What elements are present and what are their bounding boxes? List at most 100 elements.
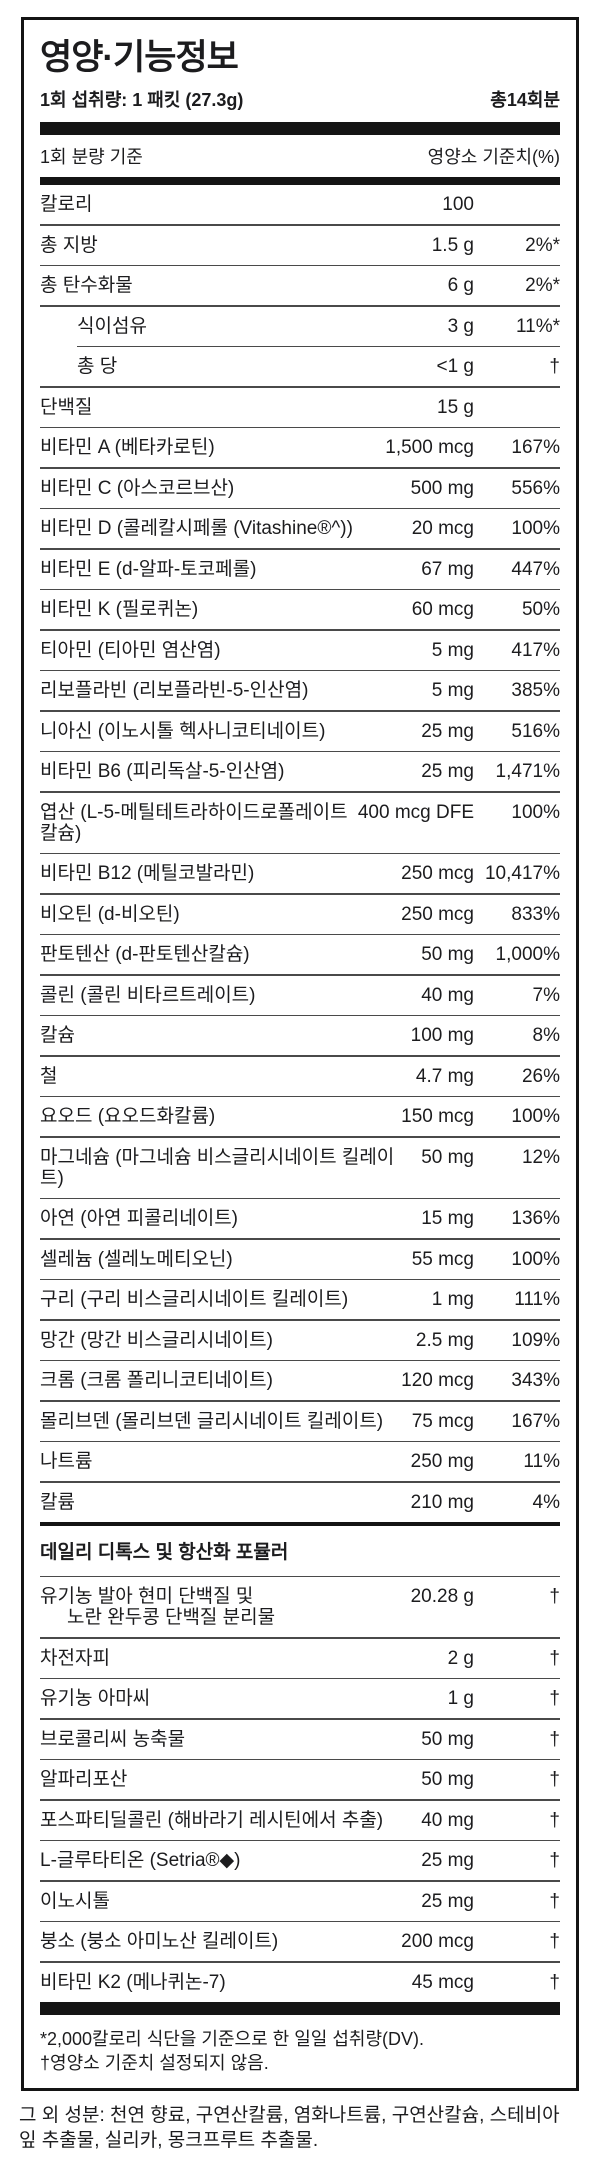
nutrient-amount: 25 mg	[421, 1890, 474, 1912]
nutrient-label: 유기농 아마씨	[40, 1688, 151, 1709]
nutrient-label: 엽산 (L-5-메틸테트라하이드로폴레이트 칼슘)	[40, 801, 348, 844]
nutrient-amount: 6 g	[447, 275, 474, 296]
row-separator	[40, 1718, 560, 1720]
row-separator	[40, 1758, 560, 1760]
nutrient-dv: †	[549, 1931, 560, 1952]
nutrient-dv: 136%	[511, 1208, 560, 1229]
nutrient-row: 유기농 발아 현미 단백질 및 노란 완두콩 단백질 분리물 20.28 g †	[40, 1577, 560, 1637]
nutrient-row: 총 탄수화물 6 g 2%*	[40, 266, 560, 305]
nutrient-row: 셀레늄 (셀레노메티오닌) 55 mcg 100%	[40, 1240, 560, 1279]
nutrient-dv: 2%*	[525, 234, 560, 256]
nutrient-label: 아연 (아연 피콜리네이트)	[40, 1208, 239, 1229]
nutrient-row: 비타민 B12 (메틸코발라민) 250 mcg 10,417%	[40, 854, 560, 893]
nutrient-label: 단백질	[40, 396, 93, 418]
nutrient-label: 망간 (망간 비스글리시네이트)	[40, 1329, 273, 1351]
nutrient-dv: 7%	[532, 984, 560, 1006]
nutrient-dv: 385%	[511, 680, 560, 701]
nutrient-row: 비타민 C (아스코르브산) 500 mg 556%	[40, 469, 560, 508]
row-separator	[40, 629, 560, 631]
nutrient-dv: †	[549, 1850, 560, 1871]
row-separator	[40, 1677, 560, 1679]
row-separator	[40, 1920, 560, 1922]
nutrient-row: 총 당 <1 g †	[40, 347, 560, 386]
nutrient-row: 알파리포산 50 mg †	[40, 1760, 560, 1799]
nutrient-amount: 50 mg	[421, 1146, 474, 1168]
nutrient-dv: 50%	[521, 599, 560, 620]
row-separator	[40, 852, 560, 854]
footnote-no-dv: †영양소 기준치 설정되지 않음.	[40, 2052, 269, 2073]
nutrient-amount: 200 mcg	[401, 1931, 474, 1952]
nutrient-dv: 100%	[511, 1248, 560, 1270]
nutrient-row: 나트륨 250 mg 11%	[40, 1442, 560, 1481]
nutrient-amount: 4.7 mg	[415, 1065, 474, 1087]
nutrient-row: 브로콜리씨 농축물 50 mg †	[40, 1720, 560, 1759]
nutrient-dv: 2%*	[525, 275, 560, 296]
nutrient-label-line2: 노란 완두콩 단백질 분리물	[67, 1607, 276, 1628]
nutrient-row: 비타민 A (베타카로틴) 1,500 mcg 167%	[40, 428, 560, 467]
nutrient-dv: 833%	[511, 903, 560, 925]
nutrient-dv: 1,471%	[495, 761, 560, 782]
nutrient-label: 식이섬유	[77, 315, 147, 337]
nutrient-row: 단백질 15 g	[40, 388, 560, 427]
nutrient-label: 비타민 B6 (피리독살-5-인산염)	[40, 761, 285, 782]
nutrient-row: 총 지방 1.5 g 2%*	[40, 226, 560, 265]
nutrient-amount: 2 g	[447, 1647, 474, 1669]
nutrient-dv: †	[549, 1809, 560, 1831]
nutrient-amount: 400 mcg DFE	[357, 801, 474, 823]
nutrient-amount: 5 mg	[431, 680, 474, 701]
column-header-amount: 1회 분량 기준	[40, 147, 143, 167]
nutrient-label: 알파리포산	[40, 1769, 128, 1790]
nutrient-row: 티아민 (티아민 염산염) 5 mg 417%	[40, 631, 560, 670]
nutrient-row: 유기농 아마씨 1 g †	[40, 1679, 560, 1718]
nutrient-label: 총 당	[77, 356, 118, 377]
nutrient-row: 칼륨 210 mg 4%	[40, 1483, 560, 1522]
nutrient-label: 총 탄수화물	[40, 275, 133, 296]
nutrient-label: 칼로리	[40, 194, 93, 215]
nutrient-amount: 250 mcg	[401, 863, 474, 884]
nutrient-label: 철	[40, 1065, 58, 1087]
row-separator	[40, 1359, 560, 1361]
nutrient-amount: 2.5 mg	[415, 1329, 474, 1351]
detox-nutrient-rows: 유기농 발아 현미 단백질 및 노란 완두콩 단백질 분리물 20.28 g † 차전자…	[40, 1577, 560, 2002]
nutrient-amount: 15 mg	[421, 1208, 474, 1229]
serving-info-row: 1회 섭취량: 1 패킷 (27.3g) 총14회분	[40, 84, 560, 122]
row-separator	[40, 588, 560, 590]
nutrient-amount: 50 mg	[421, 1728, 474, 1750]
nutrient-dv: 167%	[511, 1410, 560, 1432]
panel-title: 영양·기능정보	[40, 38, 239, 77]
nutrient-label: 비오틴 (d-비오틴)	[40, 903, 180, 925]
nutrient-label: 차전자피	[40, 1647, 110, 1669]
nutrient-label: 비타민 B12 (메틸코발라민)	[40, 863, 255, 884]
row-separator	[40, 1799, 560, 1801]
nutrient-label: 몰리브덴 (몰리브덴 글리시네이트 킬레이트)	[40, 1410, 384, 1432]
serving-size: 1회 섭취량: 1 패킷 (27.3g)	[40, 90, 244, 110]
footnotes: *2,000칼로리 식단을 기준으로 한 일일 섭취량(DV). †영양소 기준…	[40, 2015, 560, 2075]
nutrient-dv: 100%	[511, 1106, 560, 1127]
row-separator	[40, 791, 560, 793]
nutrient-amount: 120 mcg	[401, 1370, 474, 1391]
nutrient-amount: 1 g	[447, 1688, 474, 1709]
detox-section-header: 데일리 디톡스 및 항산화 포뮬러	[40, 1541, 289, 1563]
row-separator	[40, 548, 560, 550]
nutrient-label: 콜린 (콜린 비타르트레이트)	[40, 984, 256, 1006]
nutrient-row: 크롬 (크롬 폴리니코티네이트) 120 mcg 343%	[40, 1361, 560, 1400]
nutrient-row: 차전자피 2 g †	[40, 1639, 560, 1678]
nutrient-row: 비타민 E (d-알파-토코페롤) 67 mg 447%	[40, 550, 560, 589]
nutrient-dv: 516%	[511, 720, 560, 742]
nutrient-dv: 556%	[511, 477, 560, 499]
nutrient-amount: 250 mcg	[401, 903, 474, 925]
row-separator	[40, 305, 560, 307]
nutrient-label: 티아민 (티아민 염산염)	[40, 639, 221, 661]
nutrient-label: 칼륨	[40, 1491, 75, 1513]
nutrient-amount: 45 mcg	[411, 1971, 474, 1993]
nutrient-label: 브로콜리씨 농축물	[40, 1728, 186, 1750]
nutrient-dv: 100%	[511, 518, 560, 539]
row-separator	[40, 507, 560, 509]
nutrient-row: 엽산 (L-5-메틸테트라하이드로폴레이트 칼슘) 400 mcg DFE 100%	[40, 793, 560, 853]
row-separator	[40, 669, 560, 671]
nutrient-amount: 75 mcg	[411, 1410, 474, 1432]
nutrient-row: 요오드 (요오드화칼륨) 150 mcg 100%	[40, 1097, 560, 1136]
nutrient-amount: 50 mg	[421, 944, 474, 965]
nutrient-dv: †	[549, 1769, 560, 1790]
nutrient-label: 비타민 D (콜레칼시페롤 (Vitashine®^))	[40, 518, 353, 539]
